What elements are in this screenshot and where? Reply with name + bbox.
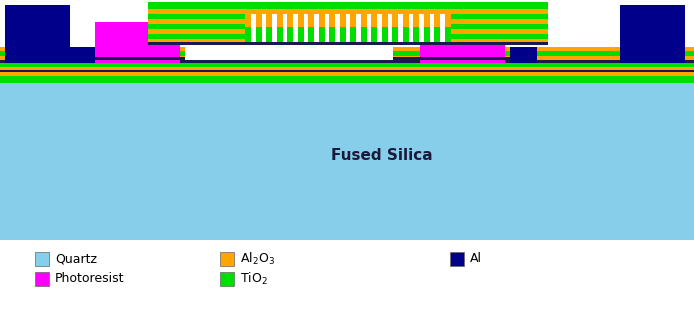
Bar	[382, 9, 388, 27]
Bar	[403, 27, 409, 45]
Bar	[0, 76, 694, 83]
Bar	[220, 272, 234, 286]
Bar	[0, 79, 694, 240]
Bar	[424, 27, 430, 45]
Bar	[392, 27, 398, 45]
Bar	[245, 9, 451, 14]
Bar	[148, 42, 548, 45]
Text: Al$_2$O$_3$: Al$_2$O$_3$	[240, 251, 275, 267]
Bar	[298, 9, 304, 27]
Bar	[266, 27, 272, 45]
Bar	[329, 9, 335, 27]
Bar	[361, 27, 367, 45]
Bar	[424, 9, 430, 27]
Bar	[414, 9, 419, 27]
Bar	[5, 5, 70, 63]
Text: Photoresist: Photoresist	[55, 272, 124, 285]
Bar	[308, 27, 314, 45]
Bar	[434, 9, 441, 27]
Bar	[148, 24, 548, 29]
Bar	[0, 56, 694, 63]
Bar	[445, 9, 451, 27]
Bar	[382, 27, 388, 45]
Bar	[148, 29, 548, 34]
Bar	[308, 9, 314, 27]
Bar	[340, 27, 346, 45]
Bar	[414, 27, 419, 45]
Bar	[148, 9, 548, 14]
Bar	[266, 9, 272, 27]
Bar	[0, 70, 694, 72]
Text: Fused Silica: Fused Silica	[331, 147, 432, 163]
Bar	[185, 45, 393, 60]
Bar	[148, 2, 548, 9]
Bar	[0, 60, 694, 63]
Bar	[340, 9, 346, 27]
Bar	[0, 63, 694, 67]
Bar	[403, 9, 409, 27]
Bar	[420, 22, 505, 63]
Text: Quartz: Quartz	[55, 253, 97, 266]
Bar	[245, 2, 451, 9]
Bar	[148, 19, 548, 24]
Bar	[392, 9, 398, 27]
Text: TiO$_2$: TiO$_2$	[240, 271, 268, 287]
Bar	[445, 27, 451, 45]
Bar	[148, 39, 548, 45]
Bar	[277, 27, 282, 45]
Bar	[319, 9, 325, 27]
Bar	[255, 27, 262, 45]
Bar	[245, 27, 251, 45]
Bar	[329, 27, 335, 45]
Bar	[148, 14, 548, 19]
Bar	[95, 57, 280, 60]
Bar	[245, 9, 451, 45]
Bar	[620, 5, 685, 63]
Bar	[287, 9, 293, 27]
Bar	[450, 252, 464, 266]
Bar	[95, 22, 180, 63]
Bar	[350, 9, 356, 27]
Bar	[68, 47, 95, 63]
Bar	[371, 27, 378, 45]
Bar	[350, 27, 356, 45]
Bar	[361, 9, 367, 27]
Bar	[35, 272, 49, 286]
Bar	[434, 27, 441, 45]
Bar	[35, 252, 49, 266]
Bar	[319, 27, 325, 45]
Bar	[0, 47, 694, 51]
Bar	[277, 9, 282, 27]
Bar	[255, 9, 262, 27]
Bar	[325, 57, 510, 60]
Bar	[287, 27, 293, 45]
Bar	[220, 252, 234, 266]
Bar	[245, 9, 251, 27]
Bar	[0, 67, 694, 70]
Bar	[510, 47, 537, 63]
Bar	[148, 34, 548, 39]
Text: Al: Al	[470, 253, 482, 266]
Bar	[0, 72, 694, 76]
Bar	[0, 51, 694, 56]
Bar	[371, 9, 378, 27]
Bar	[298, 27, 304, 45]
